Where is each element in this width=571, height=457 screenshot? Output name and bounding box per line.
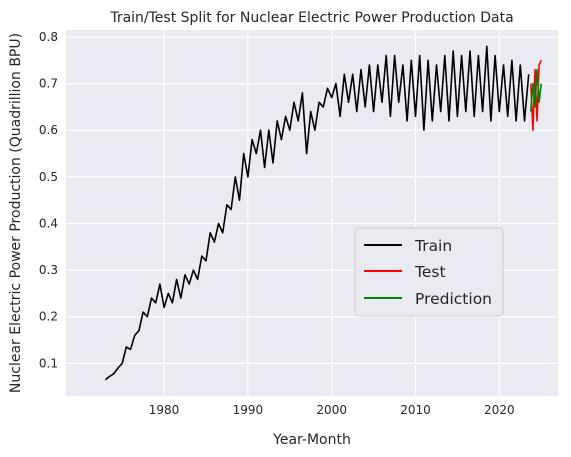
x-tick-label: 1980 bbox=[149, 403, 180, 417]
x-tick-label: 2000 bbox=[316, 403, 347, 417]
y-tick-label: 0.3 bbox=[39, 263, 58, 277]
x-tick-label: 2020 bbox=[484, 403, 515, 417]
legend-label-train: Train bbox=[414, 237, 452, 255]
y-tick-label: 0.8 bbox=[39, 30, 58, 44]
legend: Train Test Prediction bbox=[354, 227, 504, 317]
x-tick-label: 1990 bbox=[233, 403, 264, 417]
y-tick-label: 0.5 bbox=[39, 170, 58, 184]
x-tick-label: 2010 bbox=[400, 403, 431, 417]
y-tick-label: 0.4 bbox=[39, 216, 58, 230]
series-line-prediction bbox=[530, 68, 542, 112]
series-layer bbox=[104, 45, 542, 381]
x-axis-title: Year-Month bbox=[272, 432, 351, 448]
y-tick-label: 0.2 bbox=[39, 310, 58, 324]
grid-lines bbox=[66, 30, 558, 396]
y-tick-label: 0.1 bbox=[39, 356, 58, 370]
y-axis-title: Nuclear Electric Power Production (Quadr… bbox=[8, 33, 24, 393]
legend-label-prediction: Prediction bbox=[415, 290, 492, 308]
tick-labels: 1980 1990 2000 2010 2020 0.1 0.2 0.3 0.4 0.5 0.6 0.… bbox=[39, 30, 515, 417]
legend-label-test: Test bbox=[414, 263, 446, 281]
series-line-train bbox=[104, 45, 530, 381]
legend-box bbox=[354, 227, 504, 317]
y-tick-label: 0.6 bbox=[39, 123, 58, 137]
y-tick-label: 0.7 bbox=[39, 77, 58, 91]
chart-title: Train/Test Split for Nuclear Electric Po… bbox=[109, 10, 513, 26]
